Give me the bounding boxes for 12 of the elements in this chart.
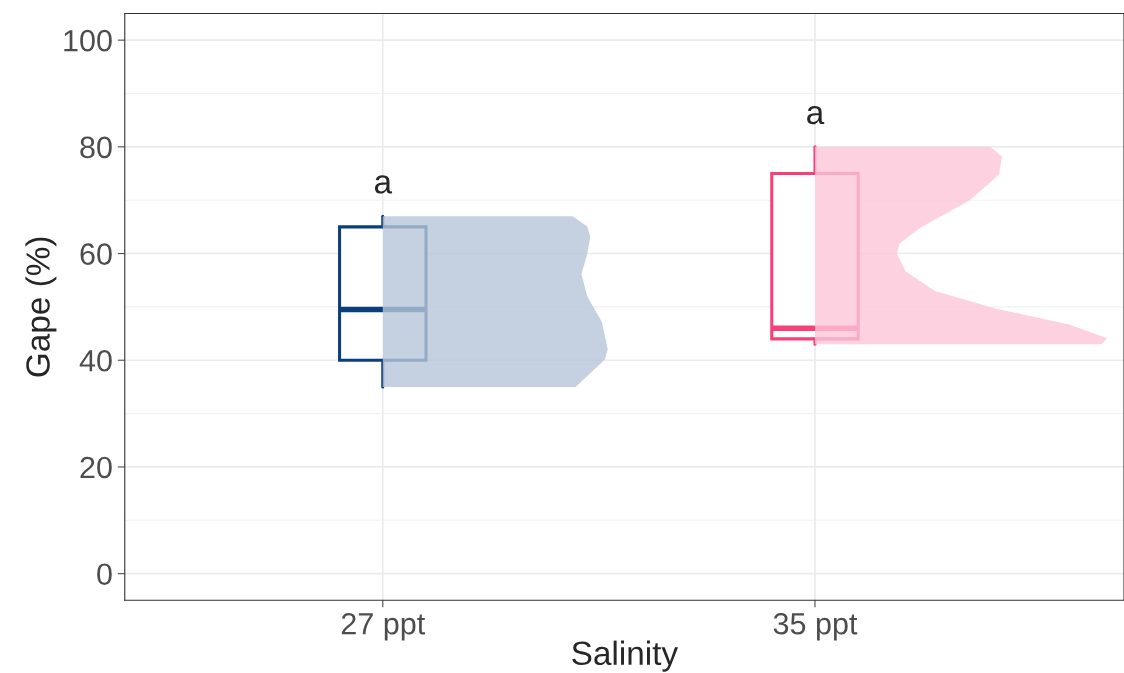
- x-tick-label: 27 ppt: [341, 612, 426, 641]
- y-tick-label: 60: [80, 243, 112, 265]
- x-tick-label: 35 ppt: [773, 612, 858, 641]
- annotation: a: [807, 105, 825, 125]
- y-tick-label: 0: [97, 563, 112, 586]
- y-axis-title: Gape (%): [25, 237, 57, 377]
- annotation: a: [374, 175, 393, 194]
- y-tick-label: 20: [80, 456, 112, 479]
- x-axis-title: Salinity: [572, 640, 679, 672]
- y-tick-label: 40: [79, 349, 112, 372]
- y-tick-label: 80: [80, 136, 112, 159]
- y-tick-label: 100: [64, 29, 112, 52]
